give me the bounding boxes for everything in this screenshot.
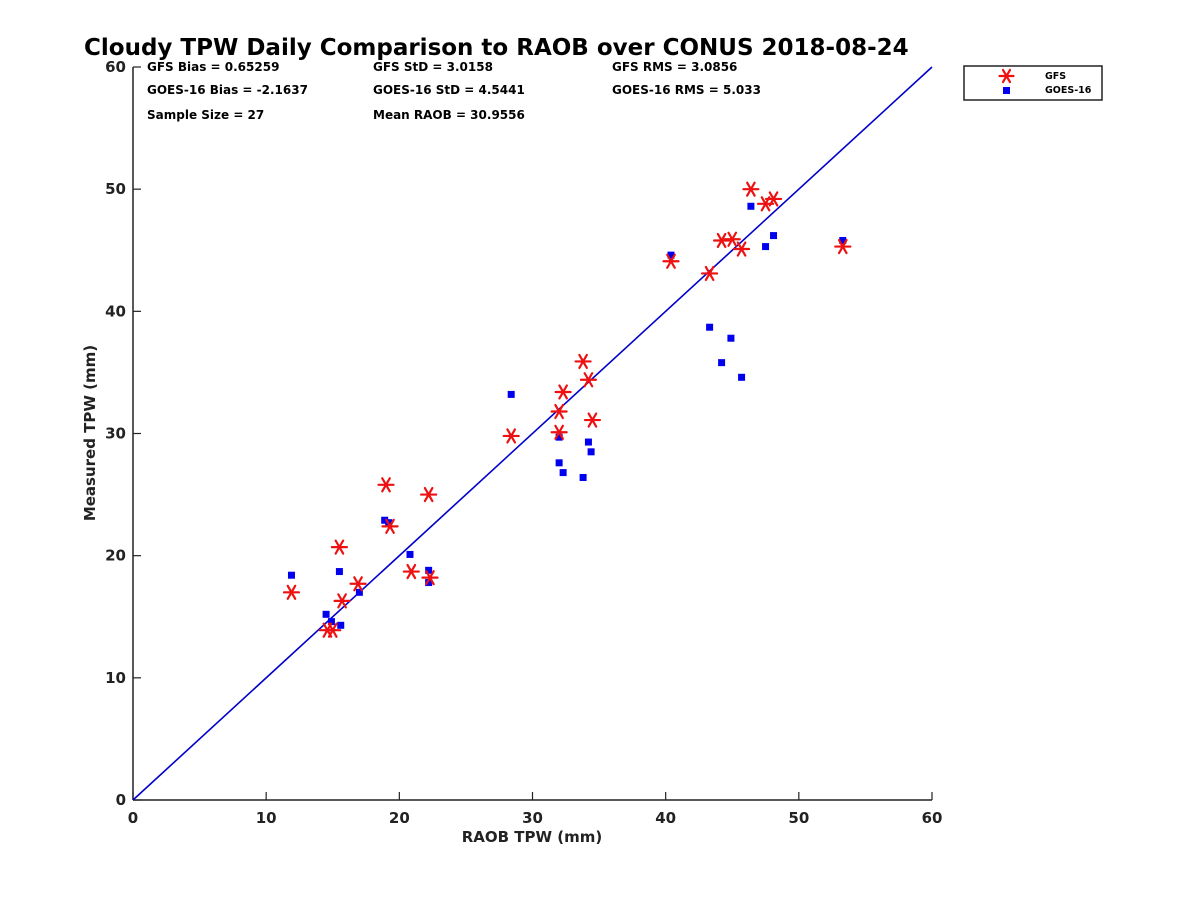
annotation-gfs-std: GFS StD = 3.0158: [373, 60, 493, 74]
gfs-point: [579, 372, 598, 388]
gfs-point: [550, 403, 568, 420]
gfs-point: [732, 241, 751, 257]
annotation-goes-std: GOES-16 StD = 4.5441: [373, 83, 525, 97]
annotation-gfs-bias: GFS Bias = 0.65259: [147, 60, 279, 74]
x-ticks: 0 10 20 30 40 50 60: [128, 792, 943, 827]
gfs-point: [742, 181, 760, 197]
goes-16-point: [555, 459, 563, 467]
goes-16-point: [579, 473, 587, 481]
goes-16-point: [335, 568, 343, 576]
annotation-gfs-rms: GFS RMS = 3.0856: [612, 60, 737, 74]
gfs-point: [330, 539, 349, 555]
legend-label-gfs: GFS: [1045, 71, 1066, 82]
goes-16-point: [287, 571, 295, 579]
x-tick-label: 0: [128, 809, 138, 827]
x-axis-label: RAOB TPW (mm): [462, 828, 603, 846]
legend-box: [963, 65, 1103, 101]
gfs-point: [554, 384, 572, 400]
x-tick-label: 60: [922, 809, 943, 827]
annotation-goes-bias: GOES-16 Bias = -2.1637: [147, 83, 308, 97]
gfs-point: [349, 576, 367, 592]
plot-area: 0 10 20 30 40 50 60 0 10 20 30 40 50 60: [105, 58, 942, 827]
gfs-point: [381, 518, 399, 534]
goes-16-point: [770, 232, 778, 240]
goes-16-point: [727, 334, 735, 342]
one-to-one-line: [132, 66, 933, 801]
goes-16-point: [839, 236, 847, 244]
legend-label-goes-16: GOES-16: [1045, 85, 1092, 96]
legend: GFS GOES-16: [963, 65, 1103, 101]
y-tick-label: 0: [116, 791, 126, 809]
statistics-annotations: GFS Bias = 0.65259 GFS StD = 3.0158 GFS …: [147, 60, 761, 122]
goes-16-point: [747, 202, 755, 210]
goes-16-point: [406, 550, 414, 558]
gfs-point: [377, 477, 395, 493]
goes-16-point: [337, 621, 345, 629]
legend-goes-16-marker: [1003, 87, 1010, 94]
gfs-point: [502, 428, 520, 444]
gfs-point: [712, 232, 731, 249]
gfs-point: [324, 622, 342, 638]
gfs-point: [333, 593, 351, 609]
goes-16-point: [425, 566, 433, 574]
goes-16-point: [425, 579, 433, 587]
gfs-point: [574, 353, 592, 370]
goes-16-point: [718, 359, 726, 367]
gfs-point: [662, 253, 680, 269]
gfs-point: [282, 584, 301, 600]
goes-16-point: [667, 251, 675, 259]
gfs-point: [550, 424, 568, 440]
goes-16-point: [559, 469, 567, 477]
goes-16-point: [322, 610, 330, 618]
goes-16-point: [762, 243, 770, 251]
y-tick-label: 50: [105, 180, 126, 198]
annotation-sample-size: Sample Size = 27: [147, 108, 264, 122]
x-tick-label: 30: [522, 809, 543, 827]
y-axis-label: Measured TPW (mm): [81, 345, 99, 521]
annotation-mean-raob: Mean RAOB = 30.9556: [373, 108, 525, 122]
goes-16-point: [381, 516, 389, 524]
y-ticks: 0 10 20 30 40 50 60: [105, 58, 141, 809]
goes-16-point: [327, 618, 335, 626]
series-goes-16: [287, 202, 847, 629]
gfs-point: [834, 238, 852, 255]
goes-16-point: [507, 390, 515, 398]
legend-gfs-asterisk: [998, 68, 1015, 84]
y-tick-label: 30: [105, 425, 126, 443]
gfs-point: [402, 563, 420, 580]
y-tick-label: 40: [105, 302, 126, 320]
gfs-point: [723, 231, 741, 247]
y-tick-label: 20: [105, 547, 126, 565]
x-tick-label: 10: [256, 809, 277, 827]
chart-title: Cloudy TPW Daily Comparison to RAOB over…: [84, 35, 909, 61]
gfs-point: [421, 570, 439, 586]
gfs-point: [583, 412, 602, 428]
x-tick-label: 40: [655, 809, 676, 827]
y-tick-label: 10: [105, 669, 126, 687]
legend-gfs-marker: [998, 68, 1015, 84]
gfs-point: [420, 486, 438, 503]
x-tick-label: 20: [389, 809, 410, 827]
goes-16-point: [555, 433, 563, 441]
annotation-goes-rms: GOES-16 RMS = 5.033: [612, 83, 761, 97]
goes-16-point: [738, 373, 746, 381]
goes-16-point: [584, 438, 592, 446]
gfs-point: [701, 265, 719, 282]
y-tick-label: 60: [105, 58, 126, 76]
gfs-point: [764, 191, 783, 207]
goes-16-point: [587, 448, 595, 456]
x-tick-label: 50: [788, 809, 809, 827]
series-gfs: [282, 181, 852, 638]
goes-16-point: [706, 323, 714, 331]
goes-16-point: [355, 588, 363, 596]
